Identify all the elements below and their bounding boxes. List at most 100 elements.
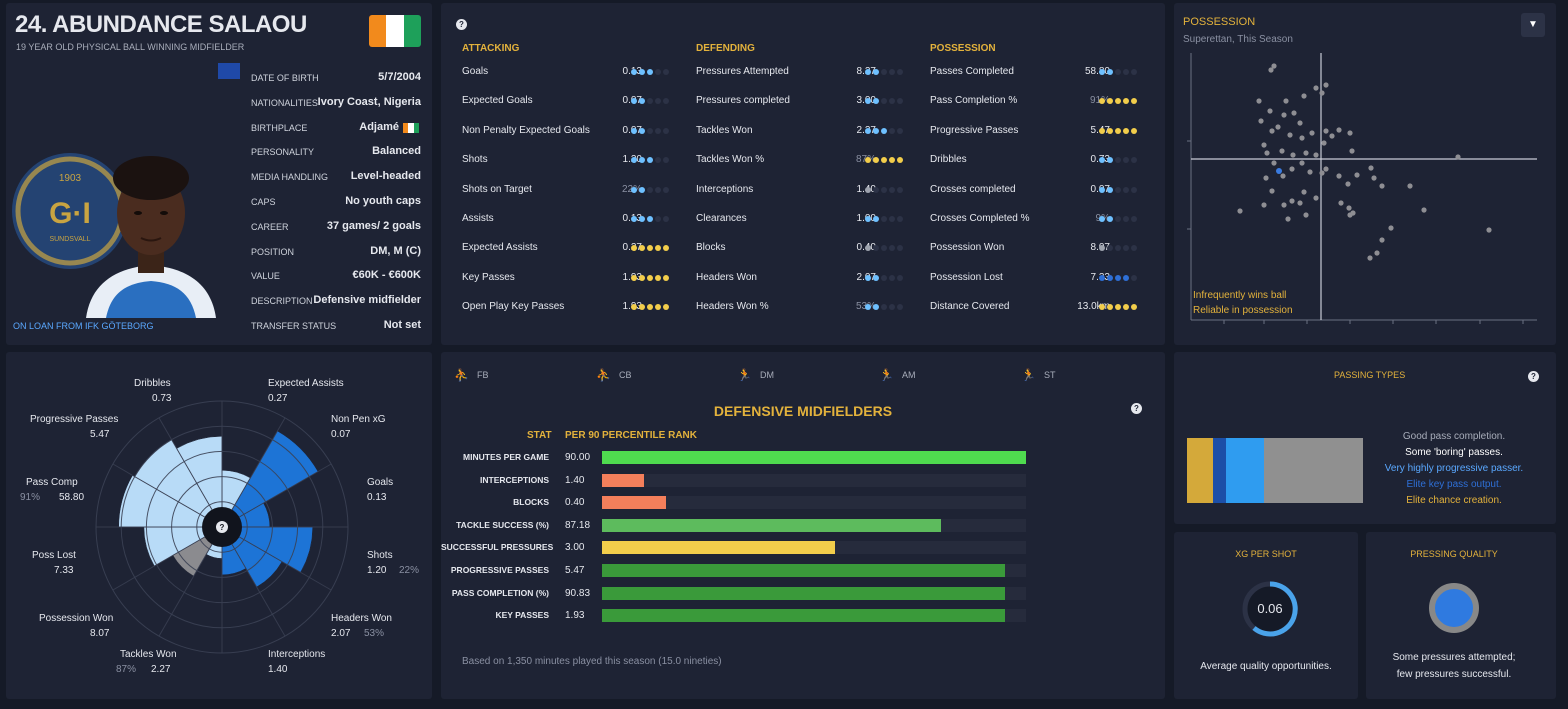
- rating-dot: [865, 157, 871, 164]
- rating-dot: [655, 274, 661, 281]
- rating-dot: [1099, 245, 1105, 252]
- scatter-point: [1321, 140, 1327, 146]
- rating-dots: [631, 69, 669, 75]
- percentile-bar: [602, 451, 1026, 464]
- stat-name: Pressures Attempted: [696, 66, 789, 77]
- bar-per90: 1.93: [565, 610, 585, 622]
- passing-segment: [1187, 438, 1214, 503]
- rating-dot: [873, 245, 879, 252]
- rating-dot: [1099, 69, 1105, 75]
- scatter-plot: [1187, 53, 1537, 324]
- scatter-point: [1285, 216, 1291, 222]
- rating-dot: [881, 245, 887, 252]
- question-icon[interactable]: ?: [220, 523, 225, 532]
- player-pose-icon: 🏃: [1021, 368, 1036, 382]
- tab-cb[interactable]: ⛹ CB: [596, 368, 631, 382]
- rating-dot: [1107, 304, 1113, 311]
- rating-dot: [1115, 98, 1121, 105]
- rating-dots: [631, 274, 669, 281]
- info-value: Adjamé: [359, 120, 399, 133]
- tab-dm[interactable]: 🏃 DM: [737, 368, 774, 382]
- percentile-panel: ⛹ FB ⛹ CB 🏃 DM 🏃 AM 🏃 ST DEFENSIVE MIDFIELDERS ? …: [441, 352, 1165, 699]
- pressing-gauge: [1429, 583, 1479, 633]
- info-value: Ivory Coast, Nigeria: [317, 95, 421, 108]
- stat-name: Clearances: [696, 213, 747, 224]
- rating-dot: [1107, 216, 1113, 222]
- rating-dots: [865, 69, 903, 75]
- radar-label: Possession Won: [39, 613, 114, 624]
- rating-dot: [897, 127, 903, 134]
- info-label: DATE OF BIRTH: [251, 73, 319, 83]
- scatter-panel: POSSESSION Superettan, This Season ▼ Inf…: [1174, 3, 1556, 345]
- radar-value: 2.27: [151, 664, 171, 675]
- rating-dot: [1131, 98, 1137, 105]
- stat-name: Headers Won: [696, 271, 757, 283]
- rating-dot: [655, 98, 661, 105]
- loan-label[interactable]: ON LOAN FROM IFK GÖTEBORG: [13, 321, 154, 331]
- rating-dot: [1123, 245, 1129, 252]
- rating-dots: [865, 274, 903, 281]
- rating-dots: [631, 127, 669, 134]
- radar-pct: 91%: [20, 492, 41, 503]
- rating-dot: [873, 304, 879, 311]
- rating-dot: [897, 98, 903, 105]
- rating-dot: [889, 186, 895, 193]
- tab-am[interactable]: 🏃 AM: [879, 368, 915, 382]
- radar-value: 5.47: [90, 429, 110, 440]
- passing-bar: [1187, 438, 1363, 503]
- rating-dot: [1131, 69, 1137, 75]
- stat-name: Assists: [462, 213, 494, 224]
- rating-dot: [639, 127, 645, 134]
- scatter-point: [1455, 154, 1461, 160]
- stat-name: Shots: [462, 154, 488, 166]
- radar-label: Interceptions: [268, 649, 326, 660]
- rating-dots: [865, 245, 903, 252]
- rating-dot: [1115, 245, 1121, 252]
- xg-gauge: [1242, 581, 1298, 637]
- rating-dot: [631, 304, 637, 311]
- chevron-down-icon[interactable]: ▼: [1521, 13, 1545, 37]
- birthplace-flag-icon: [403, 123, 419, 133]
- radar-panel: ? Dribbles 0.73 Expected Assists 0.27 Non Pe…: [6, 352, 432, 699]
- rating-dot: [865, 245, 871, 252]
- scatter-point: [1303, 150, 1309, 156]
- help-icon[interactable]: ?: [456, 19, 467, 30]
- stat-name: Possession Lost: [930, 271, 1003, 283]
- rating-dot: [655, 304, 661, 311]
- stat-name: Non Penalty Expected Goals: [462, 124, 590, 136]
- scatter-point: [1279, 148, 1285, 154]
- tab-fb[interactable]: ⛹ FB: [454, 368, 488, 382]
- help-icon[interactable]: ?: [1131, 403, 1142, 414]
- rating-dot: [873, 186, 879, 193]
- pressing-title: PRESSING QUALITY: [1410, 549, 1498, 559]
- scatter-subtitle: Superettan, This Season: [1183, 34, 1293, 45]
- tab-st[interactable]: 🏃 ST: [1021, 368, 1055, 382]
- radar-label: Headers Won: [331, 613, 392, 624]
- radar-value: 2.07: [331, 628, 351, 639]
- scatter-point: [1281, 112, 1287, 118]
- help-icon[interactable]: ?: [1528, 371, 1539, 382]
- rating-dot: [639, 157, 645, 164]
- rating-dots: [1099, 245, 1137, 252]
- rating-dot: [639, 186, 645, 193]
- rating-dot: [1123, 157, 1129, 164]
- rating-dot: [663, 186, 669, 193]
- stat-name: Open Play Key Passes: [462, 301, 565, 313]
- rating-dot: [1131, 274, 1137, 281]
- ivory-coast-flag-icon: [369, 15, 421, 47]
- rating-dots: [1099, 216, 1137, 222]
- club-kit-icon: [218, 63, 240, 79]
- percentile-bar: [602, 609, 1005, 623]
- rating-dot: [647, 245, 653, 252]
- rating-dots: [865, 186, 903, 193]
- passing-segment: [1264, 438, 1363, 503]
- stat-name: Pressures completed: [696, 95, 790, 107]
- passing-segment: [1213, 438, 1226, 503]
- tab-label: DM: [759, 370, 774, 380]
- scatter-point: [1269, 128, 1275, 134]
- scatter-point: [1345, 181, 1351, 187]
- scatter-point: [1299, 135, 1305, 141]
- rating-dot: [881, 157, 887, 164]
- radar-value: 0.73: [152, 393, 172, 404]
- rating-dot: [881, 186, 887, 193]
